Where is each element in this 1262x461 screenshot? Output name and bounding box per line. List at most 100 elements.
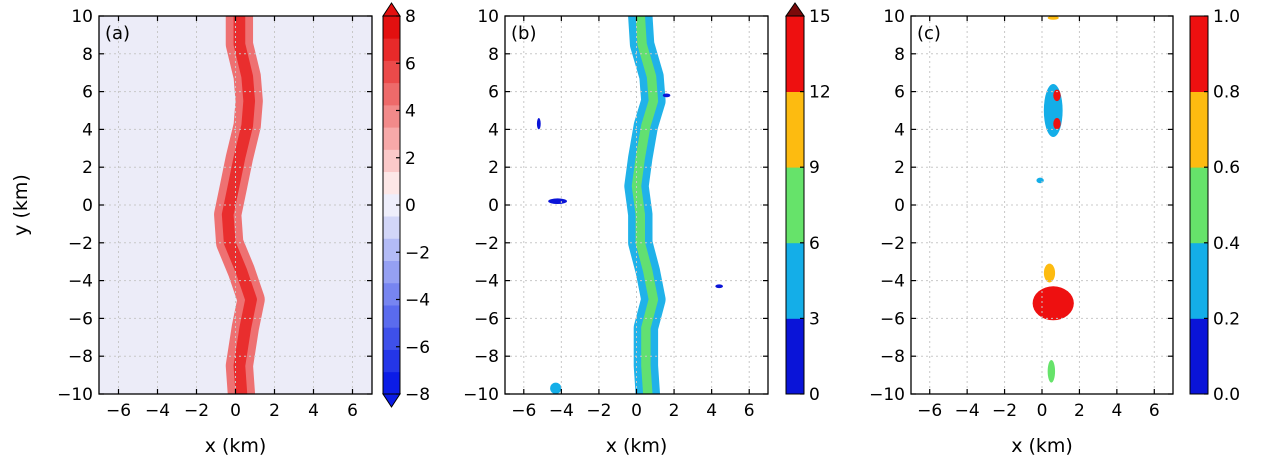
colorbar-extend-min (382, 393, 401, 408)
colorbar-tick-label: 8 (405, 7, 416, 27)
panel-label: (c) (917, 23, 941, 44)
y-axis-title: y (km) (10, 174, 32, 236)
x-tick-label: −2 (184, 401, 209, 421)
panel-b: −6 −4 −2 0 2 4 6 −10 −8 −6 −4 −2 0 2 4 6 8 10 (b) x (km) 0 3 6… (463, 2, 831, 457)
y-tick-label: 10 (883, 7, 905, 27)
colorbar-segment (1190, 242, 1208, 319)
colorbar-segment (383, 104, 400, 128)
colorbar-segment (786, 242, 804, 319)
x-tick-label: 0 (1037, 401, 1048, 421)
colorbar: 0.0 0.2 0.4 0.6 0.8 1.0 (1189, 7, 1240, 405)
colorbar-tick-label: 12 (809, 83, 831, 103)
x-axis-title: x (km) (205, 435, 267, 457)
field-blob (1053, 118, 1061, 130)
x-tick-label: 6 (347, 401, 358, 421)
colorbar-tick-label: −8 (405, 385, 430, 405)
y-tick-label: −10 (57, 385, 93, 405)
field-blob (1053, 89, 1061, 102)
y-tick-label: 6 (82, 83, 93, 103)
colorbar-segment (383, 38, 400, 61)
x-tick-label: 2 (1074, 401, 1085, 421)
y-tick-label: 0 (82, 196, 93, 216)
colorbar-tick-label: 0.8 (1213, 83, 1240, 103)
colorbar-segment (1190, 167, 1208, 244)
colorbar-segment (383, 349, 400, 373)
panel-a: −6 −4 −2 0 2 4 6 −10 −8 −6 −4 −2 0 2 4 6 8 10 (a) x (km) y (… (10, 2, 430, 457)
x-tick-label: 0 (230, 401, 241, 421)
y-tick-label: 8 (894, 45, 905, 65)
colorbar-segment (383, 305, 400, 328)
colorbar-segment (383, 327, 400, 350)
colorbar-segment (383, 216, 400, 239)
colorbar-tick-label: 0 (405, 196, 416, 216)
colorbar-segment (383, 127, 400, 150)
x-tick-label: −2 (586, 401, 611, 421)
y-tick-label: −8 (68, 347, 93, 367)
y-tick-label: 0 (894, 196, 905, 216)
colorbar-tick-label: −4 (405, 291, 430, 311)
panel-label: (a) (105, 23, 130, 44)
panel-label: (b) (511, 23, 536, 44)
field-blob (550, 382, 562, 394)
y-tick-label: 4 (894, 120, 905, 140)
x-tick-label: 2 (269, 401, 280, 421)
plot-frame (910, 15, 1174, 395)
y-tick-label: 4 (82, 120, 93, 140)
colorbar-tick-label: −2 (405, 243, 430, 263)
field-blob (1043, 263, 1056, 283)
colorbar-tick-label: 6 (809, 234, 820, 254)
colorbar-segment (786, 167, 804, 244)
y-tick-label: −2 (68, 234, 93, 254)
x-tick-label: −6 (511, 401, 536, 421)
colorbar-extend-max (382, 2, 401, 17)
field-blob (536, 118, 541, 130)
y-tick-label: −10 (869, 385, 905, 405)
field-marks (536, 16, 723, 394)
y-tick-label: 2 (894, 158, 905, 178)
y-tick-label: 0 (488, 196, 499, 216)
colorbar-tick-label: 9 (809, 158, 820, 178)
y-tick-label: 6 (488, 83, 499, 103)
field-marks (1032, 16, 1074, 383)
y-tick-label: −2 (474, 234, 499, 254)
colorbar-extend-max (785, 2, 805, 17)
colorbar-segment (786, 91, 804, 168)
colorbar-segment (383, 371, 400, 395)
field-blob (1036, 177, 1044, 184)
y-tick-label: 2 (488, 158, 499, 178)
plot-frame (98, 15, 373, 395)
field-marks (214, 16, 265, 394)
colorbar-segment (786, 318, 804, 395)
colorbar-tick-label: 1.0 (1213, 7, 1240, 27)
colorbar-segment (786, 16, 804, 92)
colorbar-segment (1190, 91, 1208, 168)
colorbar-tick-label: 0.2 (1213, 309, 1240, 329)
field-blob (662, 93, 671, 98)
y-tick-label: 4 (488, 120, 499, 140)
colorbar-segment (383, 260, 400, 284)
colorbar-tick-label: 4 (405, 102, 416, 122)
colorbar-segment (383, 60, 400, 84)
colorbar-segment (1190, 16, 1208, 92)
colorbar-tick-label: 0.6 (1213, 158, 1240, 178)
y-tick-label: −6 (474, 309, 499, 329)
colorbar-segment (383, 282, 400, 306)
colorbar: 0 3 6 9 12 15 (785, 2, 831, 405)
y-tick-label: −6 (68, 309, 93, 329)
colorbar-segment (383, 171, 400, 195)
y-tick-label: −10 (463, 385, 499, 405)
x-tick-label: 4 (706, 401, 717, 421)
x-tick-label: 0 (631, 401, 642, 421)
x-tick-label: −4 (145, 401, 170, 421)
field-blob (1047, 16, 1059, 20)
colorbar-tick-label: 15 (809, 7, 831, 27)
y-tick-label: −4 (880, 272, 905, 292)
y-tick-label: −2 (880, 234, 905, 254)
x-tick-label: −4 (955, 401, 980, 421)
y-tick-label: −8 (474, 347, 499, 367)
field-blob (548, 198, 567, 205)
field-blob (1047, 360, 1056, 383)
colorbar-frame (785, 15, 805, 395)
field-blob (715, 284, 723, 289)
